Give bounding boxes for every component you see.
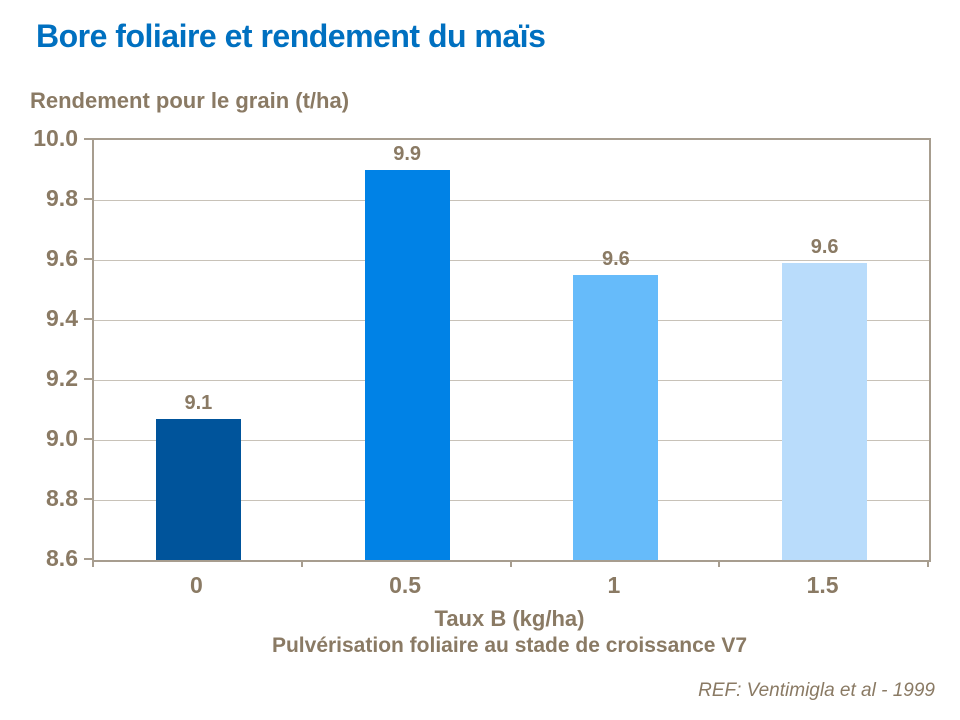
x-tick-mark (718, 560, 721, 567)
x-axis-subtitle: Pulvérisation foliaire au stade de crois… (271, 634, 748, 657)
gridline (94, 380, 929, 381)
gridline (94, 200, 929, 201)
y-tick-label: 9.8 (46, 185, 78, 211)
y-tick-label: 8.6 (46, 545, 78, 571)
y-tick-label: 9.2 (46, 365, 78, 391)
x-axis-title: Taux B (kg/ha) (434, 606, 585, 631)
chart-title: Bore foliaire et rendement du maïs (36, 18, 546, 54)
y-tick-mark (84, 258, 92, 260)
y-axis-title: Rendement pour le grain (t/ha) (30, 88, 350, 113)
x-category-label: 0.5 (389, 572, 422, 598)
gridline (94, 260, 929, 261)
bar (155, 419, 241, 560)
y-tick-mark (84, 318, 92, 320)
plot-area: 9.1 9.9 9.6 9.6 (92, 138, 931, 562)
reference-citation: REF: Ventimigla et al - 1999 (698, 680, 935, 701)
y-tick-label: 9.6 (46, 245, 78, 271)
x-category-label: 0 (189, 572, 203, 598)
x-category-label: 1 (607, 572, 621, 598)
bar-value-label: 9.1 (184, 392, 213, 414)
y-tick-mark (84, 558, 92, 560)
y-tick-mark (84, 378, 92, 380)
bar (573, 275, 659, 560)
gridline (94, 500, 929, 501)
bar-value-label: 9.6 (601, 248, 630, 270)
y-tick-label: 10.0 (33, 125, 78, 151)
y-tick-mark (84, 138, 92, 140)
y-tick-label: 9.0 (46, 425, 78, 451)
y-tick-mark (84, 498, 92, 500)
x-tick-mark (927, 560, 929, 567)
x-category-label: 1.5 (806, 572, 839, 598)
y-tick-label: 8.8 (46, 485, 78, 511)
x-tick-mark (300, 560, 303, 567)
bar (782, 263, 868, 560)
bar-value-label: 9.6 (810, 236, 839, 258)
y-tick-mark (84, 438, 92, 440)
y-tick-label: 9.4 (46, 305, 78, 331)
bar-value-label: 9.9 (393, 143, 422, 165)
bar (364, 170, 450, 560)
x-tick-mark (92, 560, 94, 567)
y-tick-mark (84, 198, 92, 200)
gridline (94, 320, 929, 321)
gridline (94, 440, 929, 441)
x-tick-mark (509, 560, 512, 567)
